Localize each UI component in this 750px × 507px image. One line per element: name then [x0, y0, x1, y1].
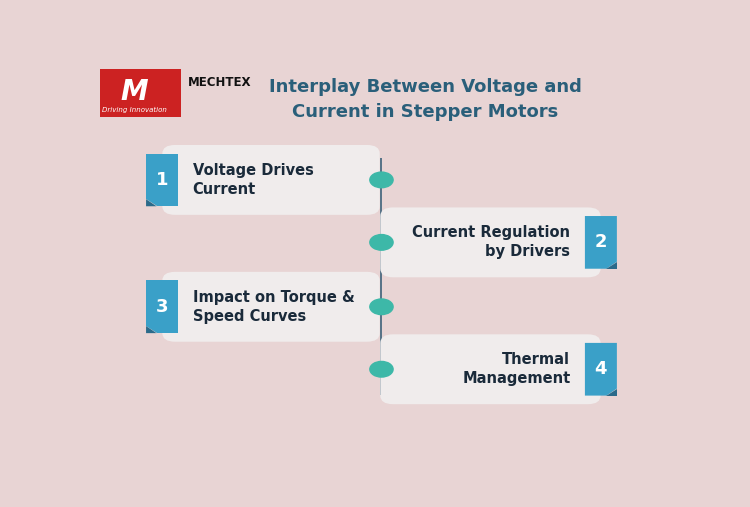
Polygon shape [146, 280, 178, 333]
Bar [175, 280, 193, 333]
Bar [570, 216, 588, 269]
Polygon shape [146, 154, 178, 206]
Bar [175, 154, 193, 206]
FancyBboxPatch shape [380, 334, 601, 404]
Text: 3: 3 [156, 298, 168, 316]
Text: MECHTEX: MECHTEX [188, 76, 251, 89]
Polygon shape [607, 262, 616, 269]
Bar [100, 68, 181, 118]
Circle shape [370, 299, 393, 314]
FancyBboxPatch shape [162, 145, 380, 215]
Text: Voltage Drives
Current: Voltage Drives Current [193, 163, 314, 197]
Text: 4: 4 [595, 360, 608, 378]
Text: 2: 2 [595, 233, 608, 251]
Polygon shape [607, 388, 616, 395]
Polygon shape [146, 326, 157, 333]
FancyBboxPatch shape [380, 207, 601, 277]
Text: Driving Innovation: Driving Innovation [103, 107, 167, 113]
Circle shape [370, 361, 393, 377]
Text: Current Regulation
by Drivers: Current Regulation by Drivers [413, 225, 570, 260]
Text: Interplay Between Voltage and
Current in Stepper Motors: Interplay Between Voltage and Current in… [268, 79, 581, 121]
Text: Impact on Torque &
Speed Curves: Impact on Torque & Speed Curves [193, 289, 354, 324]
Text: Thermal
Management: Thermal Management [462, 352, 570, 386]
Text: M: M [120, 78, 148, 106]
Circle shape [370, 235, 393, 250]
Bar [570, 343, 588, 395]
Polygon shape [585, 216, 616, 269]
Polygon shape [585, 343, 616, 395]
FancyBboxPatch shape [162, 272, 380, 342]
Text: 1: 1 [156, 171, 168, 189]
Circle shape [370, 172, 393, 188]
Polygon shape [146, 199, 157, 206]
